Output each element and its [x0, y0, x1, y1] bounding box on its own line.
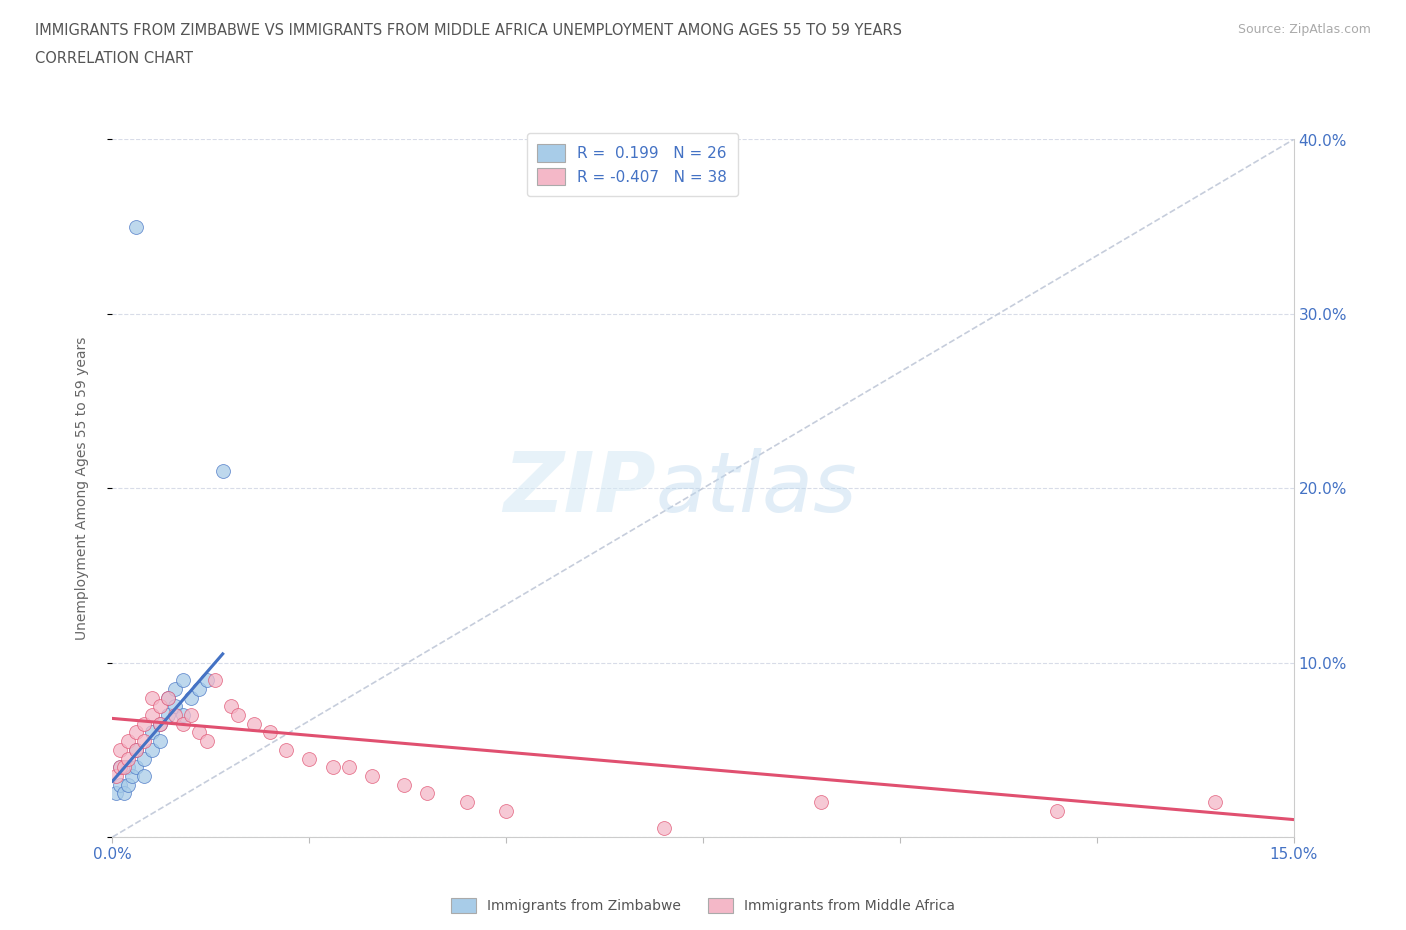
Point — [110, 760, 132, 775]
Point — [211, 463, 233, 478]
Point — [125, 219, 148, 234]
Point — [149, 716, 172, 731]
Point — [652, 821, 675, 836]
Point — [274, 742, 297, 757]
Point — [1204, 794, 1226, 809]
Point — [125, 742, 148, 757]
Point — [132, 768, 155, 783]
Point — [361, 768, 384, 783]
Point — [165, 682, 187, 697]
Point — [156, 690, 179, 705]
Point — [105, 768, 128, 783]
Point — [149, 734, 172, 749]
Point — [110, 760, 132, 775]
Point — [188, 682, 211, 697]
Point — [141, 690, 163, 705]
Point — [495, 804, 517, 818]
Point — [156, 690, 179, 705]
Point — [165, 708, 187, 723]
Point — [149, 716, 172, 731]
Point — [416, 786, 439, 801]
Point — [105, 786, 128, 801]
Point — [141, 742, 163, 757]
Text: CORRELATION CHART: CORRELATION CHART — [35, 51, 193, 66]
Point — [810, 794, 832, 809]
Point — [117, 751, 139, 766]
Point — [132, 716, 155, 731]
Point — [456, 794, 478, 809]
Text: IMMIGRANTS FROM ZIMBABWE VS IMMIGRANTS FROM MIDDLE AFRICA UNEMPLOYMENT AMONG AGE: IMMIGRANTS FROM ZIMBABWE VS IMMIGRANTS F… — [35, 23, 903, 38]
Point — [132, 734, 155, 749]
Point — [149, 698, 172, 713]
Point — [117, 734, 139, 749]
Point — [337, 760, 360, 775]
Point — [117, 777, 139, 792]
Text: atlas: atlas — [655, 447, 858, 529]
Point — [180, 690, 202, 705]
Point — [298, 751, 321, 766]
Point — [121, 768, 143, 783]
Point — [156, 708, 179, 723]
Point — [219, 698, 242, 713]
Point — [172, 672, 194, 687]
Point — [117, 760, 139, 775]
Point — [243, 716, 266, 731]
Point — [228, 708, 250, 723]
Point — [195, 734, 218, 749]
Point — [259, 725, 281, 740]
Y-axis label: Unemployment Among Ages 55 to 59 years: Unemployment Among Ages 55 to 59 years — [75, 337, 89, 640]
Text: ZIP: ZIP — [503, 447, 655, 529]
Point — [125, 725, 148, 740]
Point — [165, 698, 187, 713]
Point — [125, 742, 148, 757]
Point — [180, 708, 202, 723]
Legend: R =  0.199   N = 26, R = -0.407   N = 38: R = 0.199 N = 26, R = -0.407 N = 38 — [527, 133, 738, 196]
Point — [141, 708, 163, 723]
Point — [172, 708, 194, 723]
Point — [110, 742, 132, 757]
Point — [204, 672, 226, 687]
Point — [112, 786, 135, 801]
Point — [322, 760, 344, 775]
Point — [132, 751, 155, 766]
Point — [141, 725, 163, 740]
Point — [172, 716, 194, 731]
Point — [195, 672, 218, 687]
Point — [392, 777, 415, 792]
Point — [112, 760, 135, 775]
Point — [110, 777, 132, 792]
Point — [125, 760, 148, 775]
Point — [1046, 804, 1069, 818]
Point — [188, 725, 211, 740]
Text: Source: ZipAtlas.com: Source: ZipAtlas.com — [1237, 23, 1371, 36]
